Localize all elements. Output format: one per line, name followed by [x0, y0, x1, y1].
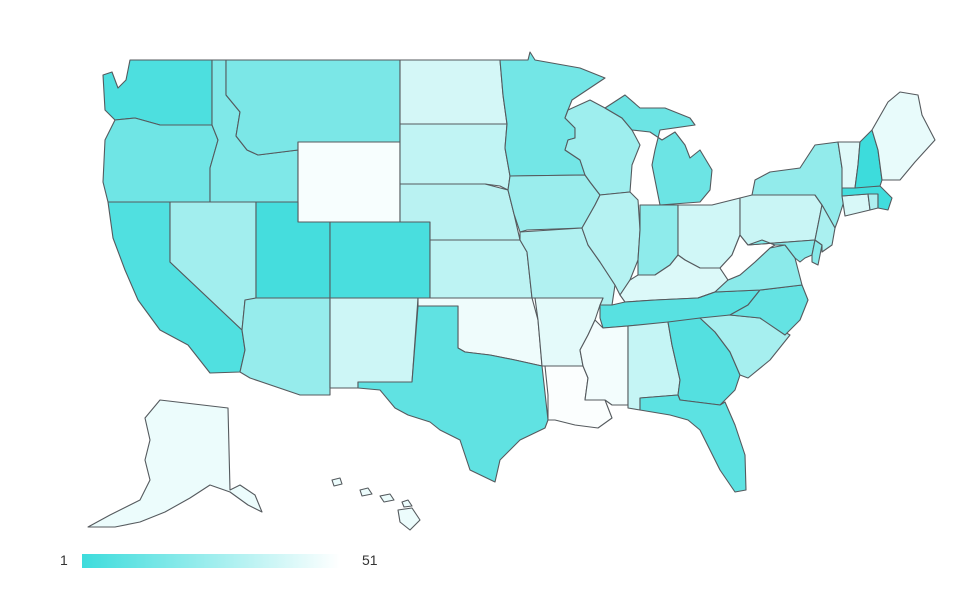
- state-co[interactable]: [329, 221, 431, 299]
- state-sd[interactable]: [399, 123, 511, 191]
- state-wy[interactable]: [297, 141, 401, 223]
- state-me[interactable]: [871, 91, 936, 181]
- state-ri[interactable]: [867, 193, 879, 211]
- color-legend: 1 51: [60, 550, 390, 572]
- state-ct[interactable]: [841, 193, 871, 217]
- legend-min-label: 1: [60, 552, 68, 568]
- state-ak[interactable]: [87, 399, 263, 528]
- state-mi[interactable]: [604, 94, 713, 206]
- state-mt[interactable]: [225, 59, 401, 156]
- state-fl[interactable]: [639, 394, 747, 493]
- state-nc[interactable]: [729, 284, 809, 336]
- state-or[interactable]: [102, 117, 219, 203]
- legend-max-label: 51: [362, 552, 378, 568]
- state-nj[interactable]: [814, 204, 836, 253]
- state-az[interactable]: [239, 297, 331, 396]
- state-va[interactable]: [697, 244, 803, 299]
- state-pa[interactable]: [739, 194, 823, 246]
- legend-gradient-bar: [82, 554, 340, 568]
- states-layer: [87, 51, 936, 531]
- state-tx[interactable]: [357, 305, 549, 483]
- state-ks[interactable]: [429, 239, 533, 299]
- state-wa[interactable]: [102, 59, 213, 126]
- state-nm[interactable]: [329, 297, 419, 389]
- state-nd[interactable]: [399, 59, 508, 125]
- state-ma[interactable]: [841, 185, 893, 211]
- state-hi[interactable]: [331, 477, 421, 531]
